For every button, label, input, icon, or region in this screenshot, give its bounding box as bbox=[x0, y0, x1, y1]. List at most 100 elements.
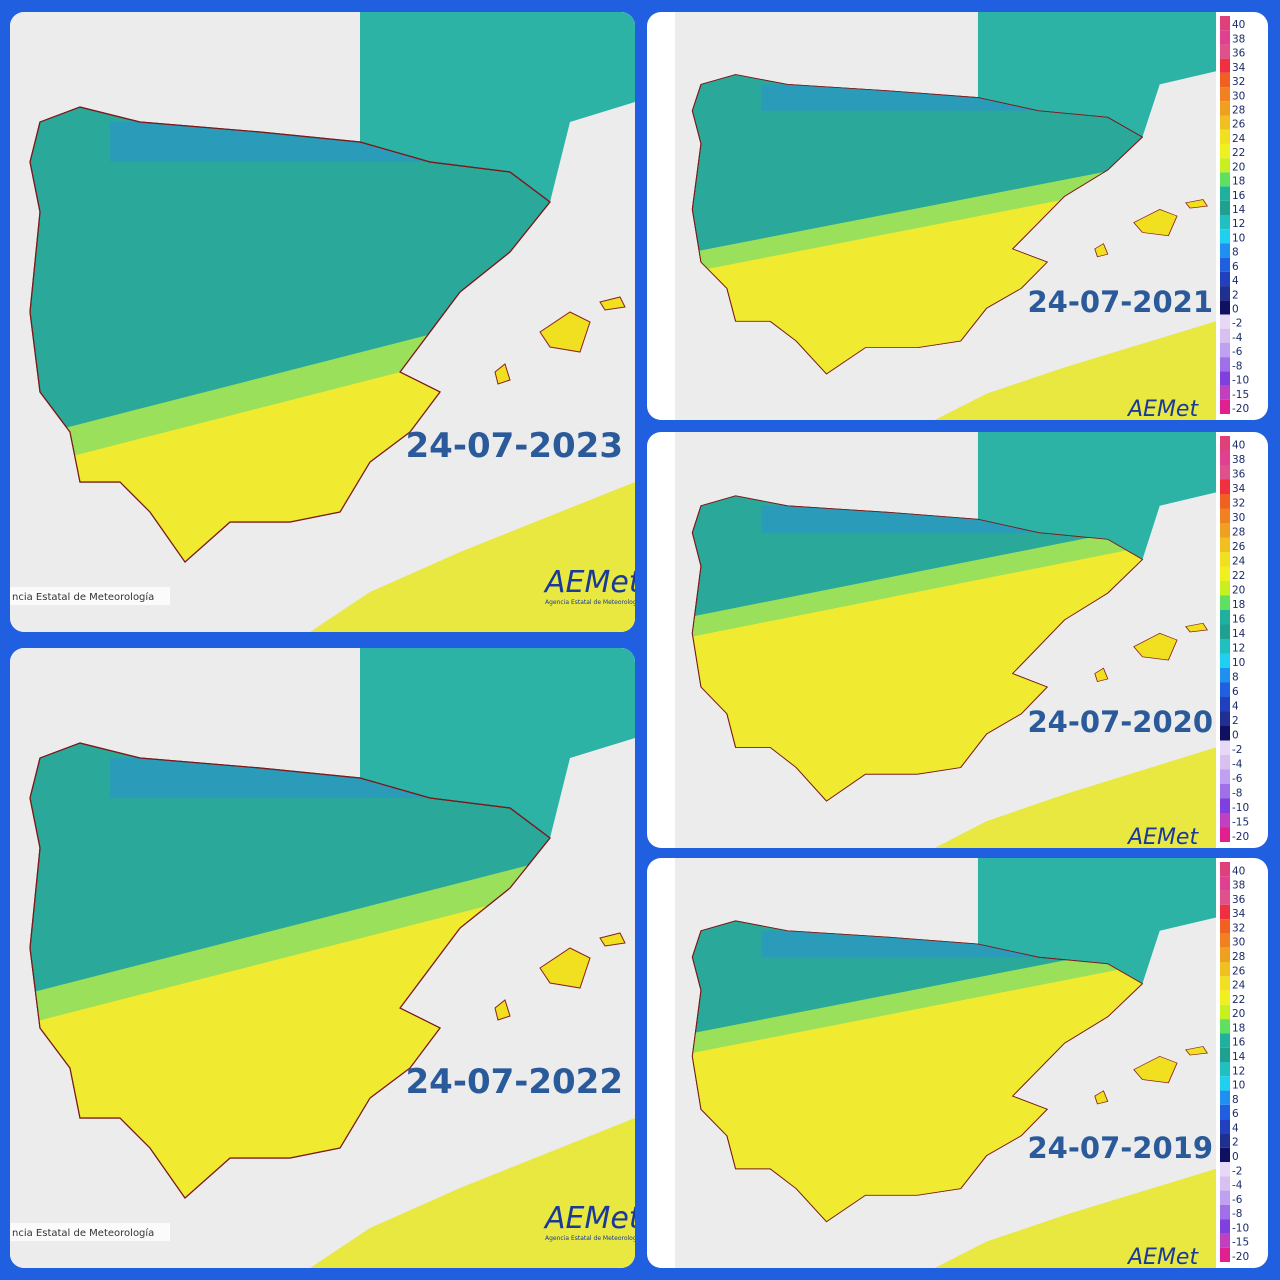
panel-body: 24-07-2019AEMet4038363432302826242220181… bbox=[647, 858, 1268, 1268]
legend-swatch bbox=[1220, 682, 1230, 697]
legend-label: 4 bbox=[1232, 701, 1239, 713]
balearic-islands bbox=[494, 296, 626, 385]
legend-swatch bbox=[1220, 172, 1230, 187]
legend-label: 28 bbox=[1232, 951, 1245, 963]
legend-label: -4 bbox=[1232, 1180, 1243, 1192]
legend-swatch bbox=[1220, 876, 1230, 891]
legend-swatch bbox=[1220, 947, 1230, 962]
balearic-islands bbox=[1094, 199, 1208, 258]
legend-label: 26 bbox=[1232, 119, 1246, 131]
coast bbox=[691, 495, 1144, 802]
legend-label: -20 bbox=[1232, 403, 1249, 415]
legend-label: 36 bbox=[1232, 469, 1246, 481]
legend-swatch bbox=[1220, 639, 1230, 654]
legend-label: 28 bbox=[1232, 527, 1245, 539]
aemet-logo: AEMet bbox=[1126, 825, 1199, 848]
legend-label: 26 bbox=[1232, 965, 1246, 977]
legend-swatch bbox=[1220, 436, 1230, 451]
legend-swatch bbox=[1220, 271, 1230, 287]
legend-label: 12 bbox=[1232, 218, 1245, 230]
credit-bg bbox=[10, 587, 170, 605]
france bbox=[977, 432, 1216, 560]
legend-label: 34 bbox=[1232, 62, 1246, 74]
legend-label: -6 bbox=[1232, 346, 1243, 358]
date-label: 24-07-2020 bbox=[1028, 705, 1214, 739]
legend-swatch bbox=[1220, 1233, 1230, 1248]
legend-swatch bbox=[1220, 813, 1230, 828]
legend-swatch bbox=[1220, 115, 1230, 130]
legend-swatch bbox=[1220, 904, 1230, 920]
legend-swatch bbox=[1220, 314, 1230, 329]
legend-label: 0 bbox=[1232, 730, 1239, 742]
legend-label: 24 bbox=[1232, 556, 1246, 568]
map-panel: 24-07-2019AEMet4038363432302826242220181… bbox=[647, 858, 1268, 1268]
legend-swatch bbox=[1220, 30, 1230, 45]
legend-swatch bbox=[1220, 450, 1230, 465]
france bbox=[360, 12, 635, 202]
legend-label: 14 bbox=[1232, 1051, 1246, 1063]
legend-swatch bbox=[1220, 1247, 1230, 1262]
legend-swatch bbox=[1220, 16, 1230, 31]
legend-label: -10 bbox=[1232, 375, 1249, 387]
legend-label: 18 bbox=[1232, 599, 1245, 611]
legend-label: 2 bbox=[1232, 1137, 1239, 1149]
credit: ncia Estatal de Meteorología bbox=[12, 591, 154, 603]
aemet-logo: AEMet bbox=[543, 1201, 635, 1236]
africa bbox=[310, 1118, 635, 1268]
legend-swatch bbox=[1220, 508, 1230, 523]
legend-swatch bbox=[1220, 465, 1230, 480]
legend-swatch bbox=[1220, 1033, 1230, 1048]
legend-swatch bbox=[1220, 653, 1230, 668]
legend-label: 20 bbox=[1232, 585, 1245, 597]
legend-label: 22 bbox=[1232, 570, 1245, 582]
legend-swatch bbox=[1220, 1104, 1230, 1120]
legend-label: 4 bbox=[1232, 1122, 1239, 1134]
legend-swatch bbox=[1220, 257, 1230, 272]
legend-swatch bbox=[1220, 479, 1230, 494]
legend-swatch bbox=[1220, 158, 1230, 173]
map bbox=[675, 858, 1216, 1268]
legend-swatch bbox=[1220, 697, 1230, 712]
legend-swatch bbox=[1220, 385, 1230, 400]
legend-label: 36 bbox=[1232, 48, 1246, 60]
legend-swatch bbox=[1220, 976, 1230, 991]
legend-label: 32 bbox=[1232, 498, 1245, 510]
legend-label: 12 bbox=[1232, 1065, 1245, 1077]
legend-swatch bbox=[1220, 215, 1230, 230]
legend-swatch bbox=[1220, 755, 1230, 770]
legend-label: -2 bbox=[1232, 1165, 1242, 1177]
map bbox=[10, 12, 635, 632]
legend-label: -8 bbox=[1232, 788, 1242, 800]
legend-label: -15 bbox=[1232, 389, 1249, 401]
legend-swatch bbox=[1220, 962, 1230, 977]
legend-swatch bbox=[1220, 1133, 1230, 1148]
legend-swatch bbox=[1220, 129, 1230, 144]
legend-label: 8 bbox=[1232, 247, 1239, 259]
date-label: 24-07-2019 bbox=[1028, 1131, 1214, 1165]
africa bbox=[934, 1168, 1216, 1268]
legend-swatch bbox=[1220, 200, 1230, 215]
legend-swatch bbox=[1220, 537, 1230, 552]
legend-label: 28 bbox=[1232, 105, 1245, 117]
legend-swatch bbox=[1220, 58, 1230, 73]
legend-label: 16 bbox=[1232, 190, 1246, 202]
legend-swatch bbox=[1220, 552, 1230, 567]
legend-swatch bbox=[1220, 186, 1230, 201]
legend-swatch bbox=[1220, 1147, 1230, 1162]
legend-label: 32 bbox=[1232, 76, 1245, 88]
legend-swatch bbox=[1220, 1204, 1230, 1220]
legend-swatch bbox=[1220, 726, 1230, 741]
aemet-logo: AEMet bbox=[1126, 1245, 1199, 1268]
legend-label: -2 bbox=[1232, 318, 1242, 330]
legend-label: 30 bbox=[1232, 90, 1245, 102]
legend-swatch bbox=[1220, 610, 1230, 625]
legend-label: -4 bbox=[1232, 759, 1243, 771]
map-panel: 24-07-2021AEMet4038363432302826242220181… bbox=[647, 12, 1268, 420]
legend-label: 2 bbox=[1232, 715, 1239, 727]
france bbox=[360, 648, 635, 838]
legend-swatch bbox=[1220, 87, 1230, 102]
legend-label: 24 bbox=[1232, 980, 1246, 992]
